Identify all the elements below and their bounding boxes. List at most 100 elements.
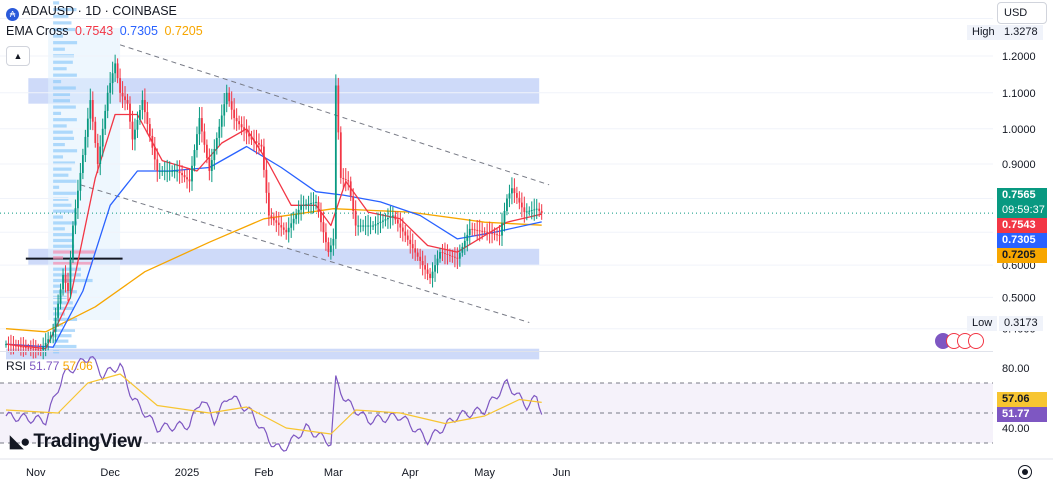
candle-body [374, 224, 377, 226]
candle-body [453, 256, 456, 258]
volume-bar [53, 209, 76, 213]
symbol-title[interactable]: ₳ ADAUSD · 1D · COINBASE [6, 4, 180, 21]
candle-body [399, 223, 402, 228]
candle-body [260, 144, 263, 147]
candle-body [302, 204, 305, 206]
rsi-ma-badge: 57.06 [997, 392, 1047, 407]
candle-body [540, 210, 543, 214]
candle-body [22, 346, 25, 348]
candle-body [382, 220, 384, 222]
candle-body [54, 317, 57, 332]
candle-body [414, 248, 417, 253]
candle-body [181, 173, 183, 176]
candle-body [295, 214, 298, 219]
volume-bar [53, 136, 75, 140]
countdown-badge: 09:59:37 [997, 203, 1047, 218]
volume-bar [53, 244, 75, 248]
tradingview-logo[interactable]: ◣● TradingView [10, 431, 142, 452]
rsi-pane [0, 356, 993, 452]
candle-body [225, 92, 228, 105]
candle-body [255, 141, 258, 143]
currency-selector[interactable]: USD [997, 2, 1047, 24]
events-flags[interactable] [935, 333, 984, 354]
cardano-icon: ₳ [6, 8, 19, 21]
candles [5, 54, 543, 360]
candle-body [463, 240, 466, 247]
candle-body [533, 209, 536, 211]
candle-body [29, 348, 32, 350]
price-tick-label: 1.1000 [1002, 88, 1036, 100]
low-value: 0.3173 [999, 316, 1043, 331]
candle-body [235, 118, 238, 122]
candle-body [205, 144, 208, 158]
candle-body [131, 121, 134, 140]
candle-body [94, 121, 97, 143]
volume-bar [53, 124, 67, 128]
candle-body [15, 345, 17, 347]
candle-body [44, 342, 47, 347]
candle-body [357, 225, 360, 227]
settings-gear-icon[interactable] [1018, 465, 1032, 479]
volume-bar [53, 290, 77, 294]
candle-body [347, 180, 350, 182]
time-tick-label: 2025 [175, 467, 199, 479]
candle-body [34, 348, 37, 350]
candle-body [389, 216, 392, 218]
rsi-tick-label: 80.00 [1002, 363, 1030, 375]
rsi-legend[interactable]: RSI 51.77 57.06 [6, 359, 93, 373]
collapse-legend-button[interactable]: ▲ [6, 46, 30, 66]
volume-bar [53, 273, 81, 277]
candle-body [121, 92, 124, 97]
ema-slow-line [5, 208, 542, 333]
volume-bar [53, 328, 76, 332]
candle-body [515, 193, 518, 198]
candle-body [208, 157, 211, 172]
price-tick-label: 0.9000 [1002, 159, 1036, 171]
candle-body [352, 196, 355, 211]
candle-body [466, 234, 469, 241]
candle-body [96, 142, 99, 165]
candle-body [498, 234, 501, 236]
indicator-legend[interactable]: EMA Cross 0.7543 0.7305 0.7205 [6, 24, 203, 38]
candle-body [272, 217, 275, 221]
candle-body [481, 230, 484, 232]
candle-body [449, 254, 451, 256]
zone [6, 348, 540, 360]
candle-body [67, 282, 69, 291]
candle-body [69, 258, 72, 291]
candle-body [431, 271, 434, 279]
volume-bar [53, 86, 76, 90]
volume-bar [53, 155, 64, 159]
candle-body [282, 227, 285, 230]
candle-body [24, 347, 27, 349]
candle-body [196, 134, 198, 151]
candle-body [359, 225, 362, 227]
volume-bar [53, 142, 65, 147]
high-label: High [967, 25, 1000, 40]
candle-body [62, 274, 64, 290]
time-tick-label: Dec [100, 467, 120, 479]
candle-body [387, 217, 389, 220]
candle-body [161, 171, 164, 173]
us-flag-icon[interactable] [968, 333, 984, 349]
candle-body [186, 177, 188, 180]
time-tick-label: Jun [553, 467, 571, 479]
candle-body [396, 219, 399, 224]
time-tick-label: Nov [26, 467, 46, 479]
volume-bar [53, 167, 72, 171]
candle-body [337, 85, 340, 133]
volume-bar [53, 73, 77, 77]
candle-body [327, 242, 330, 253]
pane-separator[interactable] [0, 351, 993, 352]
price-tick-label: 0.5000 [1002, 292, 1036, 304]
candle-body [476, 229, 479, 231]
candle-body [307, 203, 310, 205]
candle-body [163, 171, 166, 173]
volume-bar [53, 92, 71, 96]
volume-bar [53, 301, 73, 305]
candle-body [451, 255, 454, 257]
candle-body [32, 348, 35, 350]
rsi-line [5, 356, 543, 452]
candle-body [471, 228, 474, 230]
